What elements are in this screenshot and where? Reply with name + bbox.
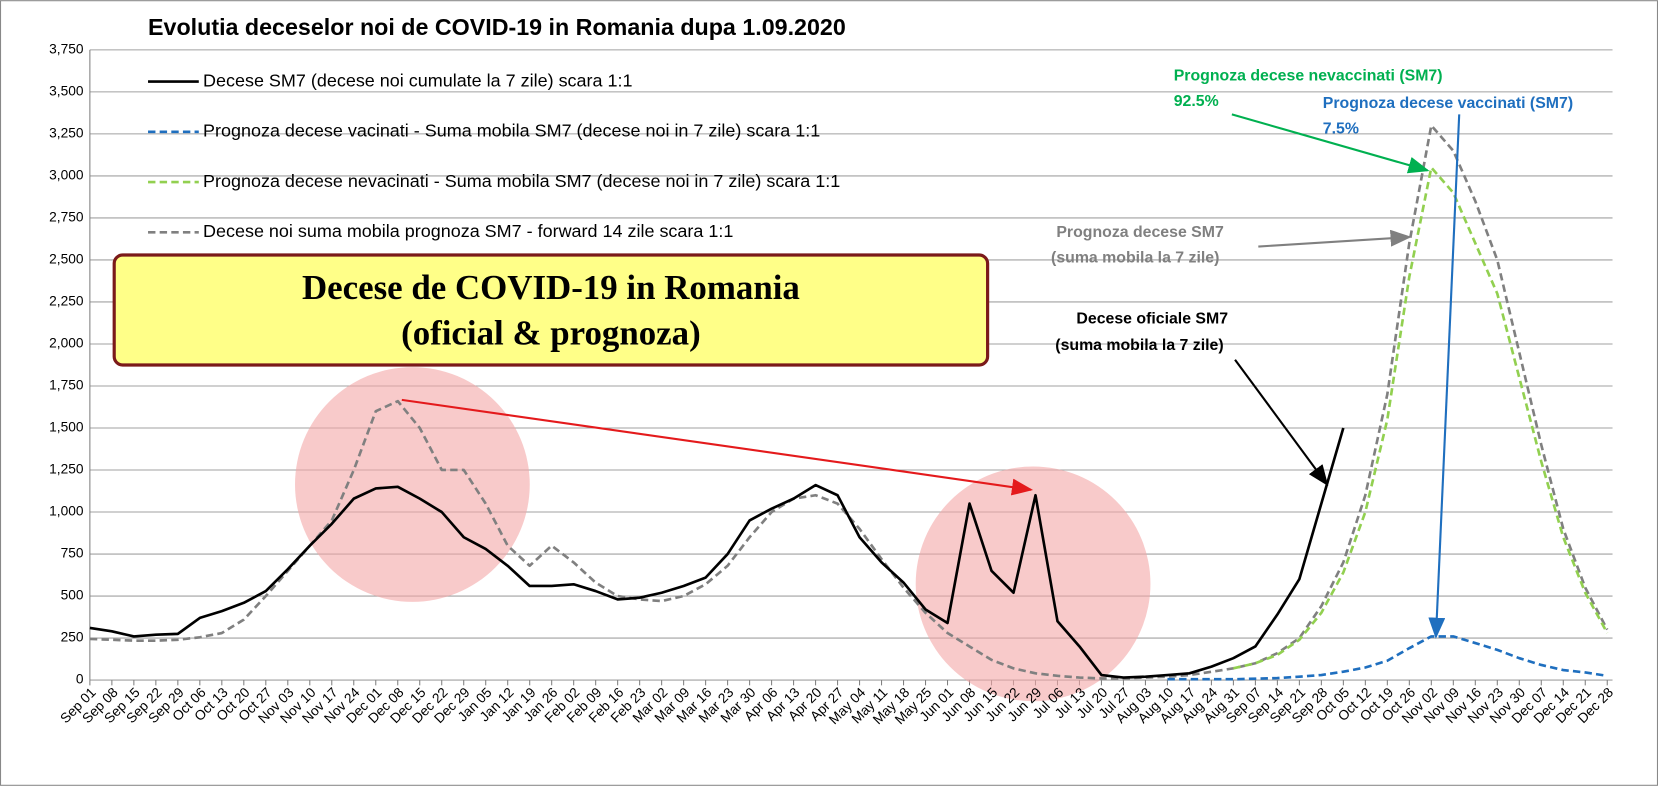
y-tick-label: 1,000 [49,504,84,519]
legend-label: Decese noi suma mobila prognoza SM7 - fo… [203,221,733,241]
y-tick-label: 2,250 [49,294,84,309]
y-tick-label: 3,250 [49,126,84,141]
y-tick-label: 2,500 [49,252,84,267]
y-tick-label: 3,750 [49,41,84,56]
box-text: (oficial & prognoza) [401,313,701,352]
arrow [1258,229,1412,248]
series-line [1233,166,1609,670]
legend-label: Prognoza decese nevacinati - Suma mobila… [203,171,840,191]
title-box [112,253,990,367]
annotation: Decese oficiale SM7 [1076,311,1228,328]
annotation: Prognoza decese SM7 [1056,224,1224,241]
box-text: Decese de COVID-19 in Romania [302,268,800,307]
lines [89,124,1609,681]
annotation: Prognoza decese vaccinati (SM7) [1323,95,1573,112]
legend-label: Decese SM7 (decese noi cumulate la 7 zil… [203,70,632,90]
series-line [1167,635,1608,681]
arrow [1428,114,1461,639]
arrow [401,398,1034,496]
chart-title: Evolutia deceselor noi de COVID-19 in Ro… [148,14,846,40]
series-line [89,124,1609,680]
annotation: 7.5% [1323,120,1359,137]
annotation: Prognoza decese nevaccinati (SM7) [1174,67,1443,84]
y-tick-label: 1,250 [49,462,84,477]
legend-label: Prognoza decese vacinati - Suma mobila S… [203,121,820,141]
series-line [89,427,1345,679]
annotation: 92.5% [1174,93,1219,110]
y-tick-label: 1,750 [49,378,84,393]
y-tick-label: 3,000 [49,168,84,183]
annotation: (suma mobila la 7 zile) [1055,337,1223,354]
y-tick-label: 500 [61,588,84,603]
y-tick-label: 250 [61,630,84,645]
highlight-circle [295,367,530,602]
arrow [1231,113,1430,174]
arrow [1234,359,1329,487]
y-tick-label: 2,000 [49,336,84,351]
y-tick-label: 750 [61,546,84,561]
y-tick-label: 3,500 [49,84,84,99]
highlight-circle [915,466,1151,702]
annotation: (suma mobila la 7 zile) [1051,249,1219,266]
y-tick-label: 1,500 [49,420,84,435]
y-tick-label: 2,750 [49,210,84,225]
y-tick-label: 0 [76,672,84,687]
